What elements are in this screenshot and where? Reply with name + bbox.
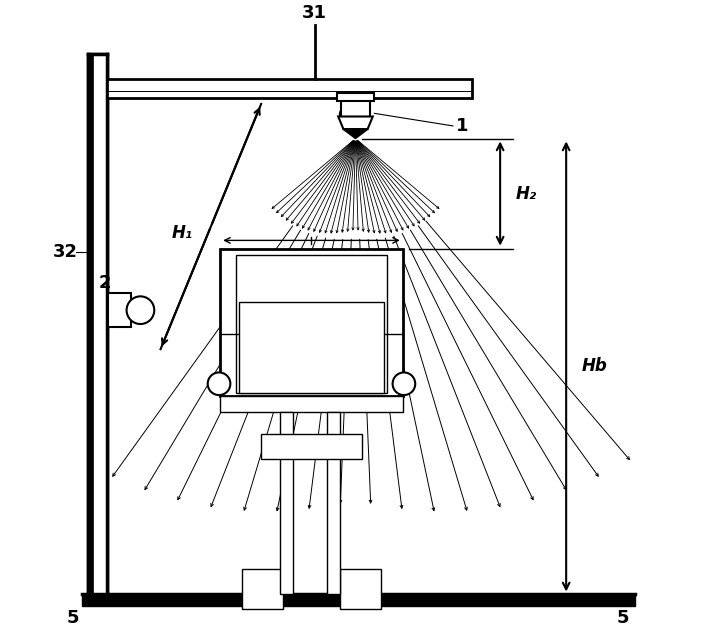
Text: 32: 32 bbox=[53, 243, 77, 261]
Bar bbox=[340, 569, 380, 609]
Bar bbox=[220, 396, 402, 412]
Text: 31: 31 bbox=[302, 4, 327, 22]
Text: W₂: W₂ bbox=[338, 249, 361, 263]
Bar bbox=[108, 293, 131, 327]
Text: H₁: H₁ bbox=[172, 224, 193, 242]
Text: H₂: H₂ bbox=[516, 184, 537, 202]
Bar bbox=[327, 412, 340, 595]
Text: 1: 1 bbox=[456, 117, 469, 135]
Text: α: α bbox=[338, 104, 348, 122]
Polygon shape bbox=[338, 116, 373, 129]
Bar bbox=[82, 595, 636, 605]
Bar bbox=[236, 255, 387, 393]
Bar bbox=[280, 412, 293, 595]
Text: W₁: W₁ bbox=[262, 249, 286, 263]
Circle shape bbox=[208, 373, 230, 395]
Text: Hb: Hb bbox=[582, 357, 608, 375]
Bar bbox=[107, 79, 472, 98]
Bar bbox=[336, 93, 375, 100]
Bar bbox=[341, 98, 370, 116]
Bar bbox=[88, 53, 107, 595]
Bar bbox=[220, 249, 402, 396]
Bar bbox=[93, 53, 107, 595]
Bar bbox=[239, 302, 384, 393]
Text: 5: 5 bbox=[616, 609, 629, 626]
Text: 5: 5 bbox=[66, 609, 79, 626]
Bar bbox=[242, 569, 283, 609]
Text: 2: 2 bbox=[99, 274, 112, 292]
Polygon shape bbox=[343, 129, 368, 139]
Circle shape bbox=[127, 296, 154, 324]
Circle shape bbox=[392, 373, 415, 395]
Bar bbox=[261, 434, 362, 459]
